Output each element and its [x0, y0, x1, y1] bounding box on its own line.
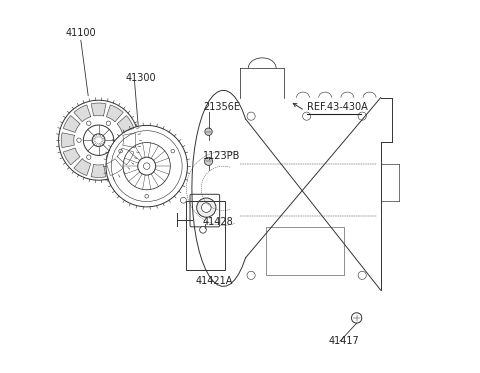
Text: 41300: 41300 — [125, 73, 156, 83]
Circle shape — [92, 134, 105, 147]
Polygon shape — [74, 159, 91, 175]
Text: REF.43-430A: REF.43-430A — [307, 103, 367, 112]
Polygon shape — [63, 116, 80, 132]
Polygon shape — [74, 105, 91, 122]
Circle shape — [77, 138, 81, 142]
Circle shape — [302, 112, 311, 120]
Polygon shape — [107, 159, 123, 175]
Text: 1123PB: 1123PB — [203, 151, 240, 161]
FancyBboxPatch shape — [190, 194, 220, 227]
Bar — [266, 227, 344, 275]
Circle shape — [106, 155, 110, 159]
Circle shape — [180, 197, 186, 203]
Circle shape — [204, 157, 213, 165]
Text: 41100: 41100 — [66, 28, 96, 38]
Polygon shape — [91, 164, 106, 178]
Bar — [186, 201, 225, 270]
Circle shape — [197, 198, 216, 217]
Polygon shape — [117, 148, 134, 165]
Circle shape — [138, 157, 156, 175]
Polygon shape — [61, 133, 74, 148]
Text: 41421A: 41421A — [195, 276, 233, 286]
Circle shape — [202, 203, 211, 212]
Circle shape — [86, 155, 91, 159]
Polygon shape — [107, 105, 123, 122]
Text: 21356E: 21356E — [203, 103, 240, 112]
Circle shape — [116, 138, 120, 142]
Polygon shape — [63, 148, 80, 165]
Circle shape — [106, 121, 110, 125]
Polygon shape — [123, 133, 136, 148]
Circle shape — [106, 125, 187, 207]
Circle shape — [358, 112, 366, 120]
Circle shape — [145, 194, 148, 198]
Text: 41428: 41428 — [203, 217, 234, 227]
Circle shape — [351, 313, 362, 323]
Circle shape — [247, 112, 255, 120]
Polygon shape — [91, 103, 106, 116]
Circle shape — [247, 271, 255, 279]
Circle shape — [144, 163, 150, 169]
Circle shape — [171, 149, 175, 153]
Circle shape — [205, 128, 212, 135]
Circle shape — [86, 121, 91, 125]
Circle shape — [358, 271, 366, 279]
Circle shape — [200, 226, 206, 233]
Text: 41417: 41417 — [329, 336, 360, 346]
Polygon shape — [117, 116, 134, 132]
Circle shape — [59, 100, 139, 180]
Circle shape — [119, 149, 122, 153]
